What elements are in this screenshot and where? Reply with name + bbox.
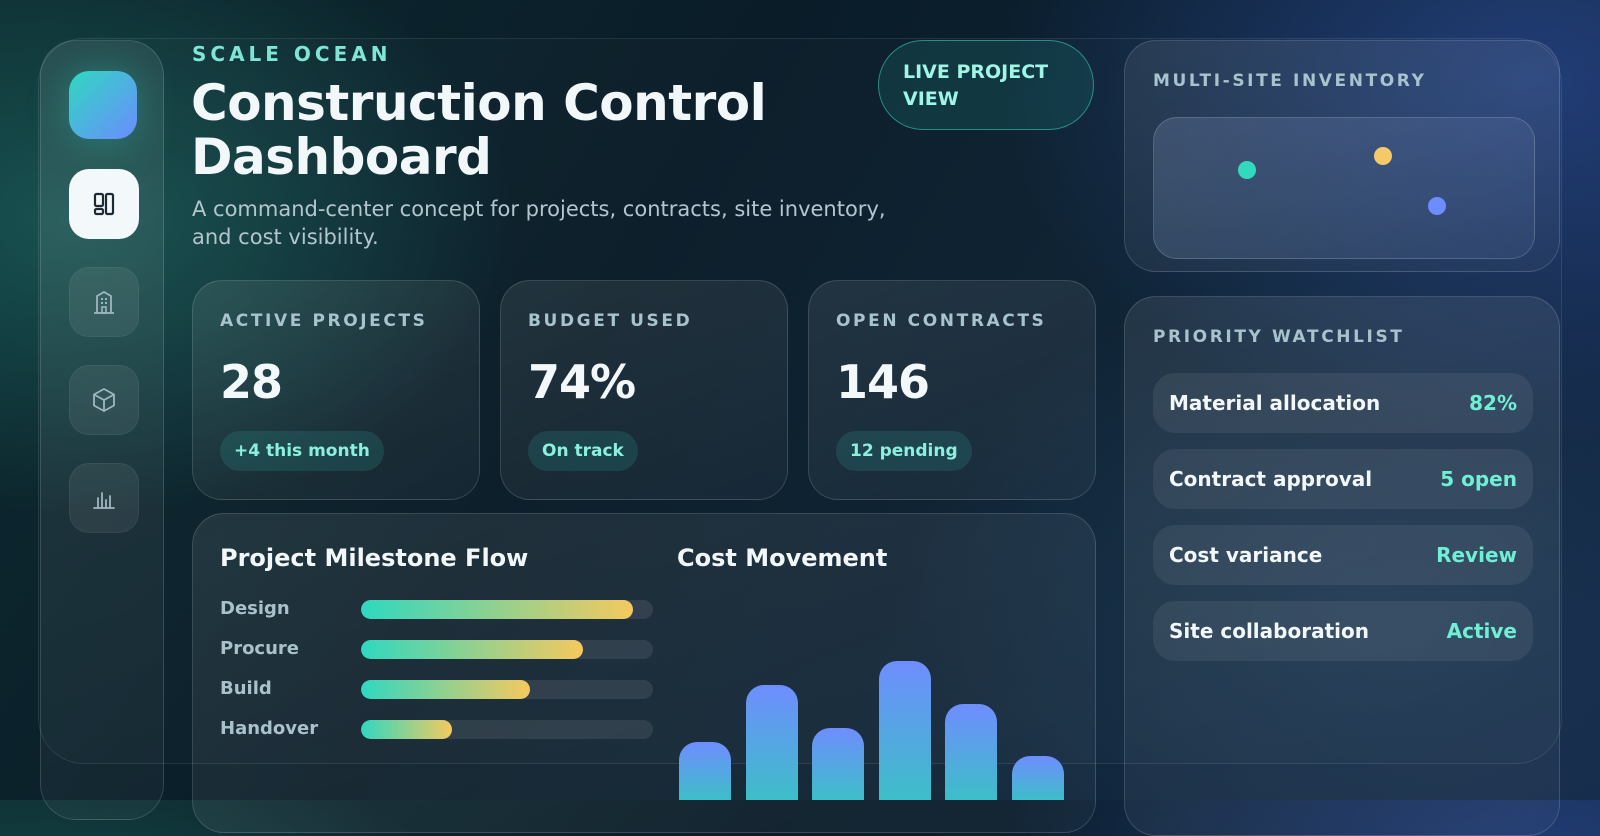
watchlist-label: PRIORITY WATCHLIST [1153, 327, 1405, 347]
watchlist-item-value: 82% [1469, 391, 1517, 415]
milestone-progress-fill [361, 600, 633, 619]
site-marker[interactable] [1238, 161, 1256, 179]
inventory-label: MULTI-SITE INVENTORY [1153, 71, 1427, 91]
site-marker[interactable] [1374, 147, 1392, 165]
milestone-progress-fill [361, 720, 452, 739]
cost-movement-chart [679, 614, 1069, 800]
sidebar [40, 40, 164, 820]
milestone-cost-panel: Project Milestone Flow Design Procure Buil… [192, 513, 1096, 833]
watchlist-item[interactable]: Cost variance Review [1153, 525, 1533, 585]
stat-badge: 12 pending [836, 431, 972, 471]
milestone-progress-track [361, 680, 653, 699]
watchlist-item[interactable]: Material allocation 82% [1153, 373, 1533, 433]
milestone-progress-fill [361, 640, 583, 659]
milestone-progress-track [361, 640, 653, 659]
priority-watchlist-card: PRIORITY WATCHLIST Material allocation 8… [1124, 296, 1560, 836]
live-project-view-button[interactable]: LIVE PROJECT VIEW [878, 40, 1094, 130]
box-icon [93, 388, 115, 412]
watchlist-item-name: Site collaboration [1169, 619, 1369, 643]
stat-label: ACTIVE PROJECTS [220, 311, 428, 331]
milestone-label: Design [220, 598, 290, 619]
sidebar-item-inventory[interactable] [69, 365, 139, 435]
stat-card-open-contracts[interactable]: OPEN CONTRACTS 146 12 pending [808, 280, 1096, 500]
stat-badge: +4 this month [220, 431, 384, 471]
site-marker[interactable] [1428, 197, 1446, 215]
milestone-progress-track [361, 720, 653, 739]
brand-name: SCALE OCEAN [192, 42, 392, 66]
page-title: Construction Control Dashboard [191, 74, 767, 186]
milestone-label: Procure [220, 638, 300, 659]
milestone-label: Build [220, 678, 272, 699]
page-subtitle: A command-center concept for projects, c… [192, 197, 886, 249]
watchlist-item-name: Material allocation [1169, 391, 1381, 415]
building-icon [94, 291, 114, 314]
watchlist-item[interactable]: Contract approval 5 open [1153, 449, 1533, 509]
watchlist-item[interactable]: Site collaboration Active [1153, 601, 1533, 661]
dashboard-icon [93, 192, 115, 216]
stat-label: BUDGET USED [528, 311, 693, 331]
milestone-row: Handover [220, 718, 653, 740]
stat-value: 146 [836, 355, 930, 409]
stat-card-budget-used[interactable]: BUDGET USED 74% On track [500, 280, 788, 500]
watchlist-item-value: Active [1446, 619, 1517, 643]
sidebar-item-dashboard[interactable] [69, 169, 139, 239]
stat-value: 74% [528, 355, 636, 409]
multi-site-inventory-card: MULTI-SITE INVENTORY [1124, 40, 1560, 272]
stat-badge: On track [528, 431, 638, 471]
cost-movement-title: Cost Movement [677, 544, 888, 572]
watchlist-item-name: Contract approval [1169, 467, 1373, 491]
watchlist-item-value: Review [1436, 543, 1517, 567]
cost-bar[interactable] [1011, 756, 1064, 800]
milestone-flow-title: Project Milestone Flow [220, 544, 529, 572]
stat-card-active-projects[interactable]: ACTIVE PROJECTS 28 +4 this month [192, 280, 480, 500]
cost-bar[interactable] [878, 661, 931, 800]
milestone-row: Build [220, 678, 653, 700]
cost-bar[interactable] [679, 742, 731, 800]
cost-bar[interactable] [812, 728, 864, 800]
watchlist-item-value: 5 open [1440, 467, 1517, 491]
milestone-row: Design [220, 598, 653, 620]
site-map[interactable] [1153, 117, 1535, 259]
milestone-progress-track [361, 600, 653, 619]
cost-bar[interactable] [945, 704, 997, 800]
watchlist-item-name: Cost variance [1169, 543, 1323, 567]
app-logo[interactable] [69, 71, 137, 139]
sidebar-item-reports[interactable] [69, 463, 139, 533]
bar-chart-icon [93, 492, 115, 509]
cost-bar[interactable] [745, 685, 798, 800]
sidebar-item-buildings[interactable] [69, 267, 139, 337]
milestone-row: Procure [220, 638, 653, 660]
stat-value: 28 [220, 355, 283, 409]
milestone-label: Handover [220, 718, 319, 739]
milestone-progress-fill [361, 680, 531, 699]
stat-label: OPEN CONTRACTS [836, 311, 1047, 331]
dashboard-frame [38, 38, 1562, 764]
